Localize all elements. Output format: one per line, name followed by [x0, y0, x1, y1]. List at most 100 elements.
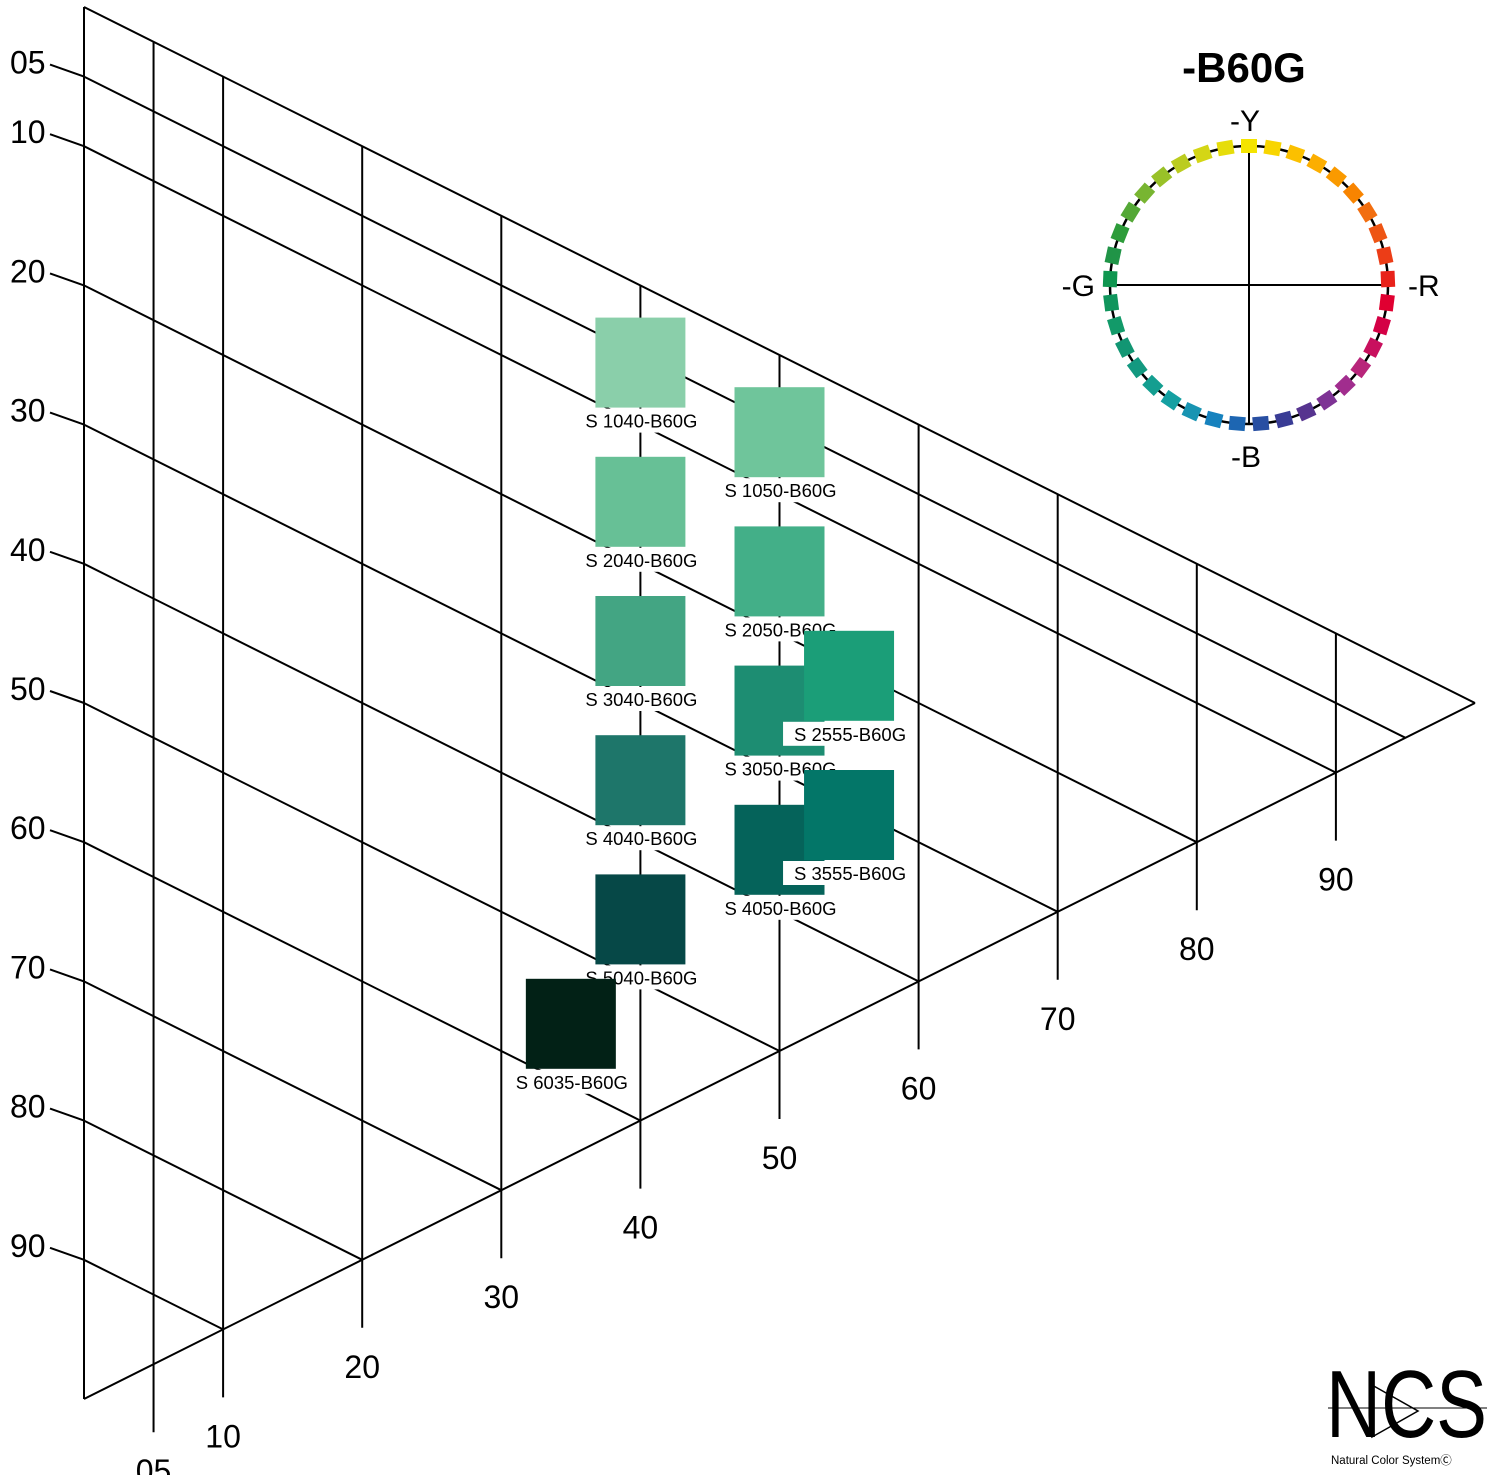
- ncs-logo-triangle-icon: [1371, 1383, 1420, 1439]
- swatch-label-bg: [574, 408, 707, 433]
- hue-label-green: -G: [1062, 270, 1095, 303]
- hue-mark: [1110, 223, 1130, 244]
- hue-mark: [1334, 374, 1356, 396]
- hue-label-yellow: -Y: [1230, 105, 1260, 138]
- hue-mark: [1252, 415, 1270, 432]
- swatch-label: S 6035-B60G: [516, 1072, 628, 1093]
- hue-mark: [1368, 223, 1388, 244]
- blackness-tick-60: [49, 829, 85, 844]
- blackness-line-30: [83, 423, 1059, 913]
- swatch-chip: [804, 630, 895, 721]
- hue-mark: [1120, 201, 1141, 223]
- swatch-label-bg: [574, 547, 707, 572]
- hue-mark: [1170, 153, 1192, 174]
- swatch-label: S 3040-B60G: [585, 689, 697, 710]
- hue-mark: [1181, 401, 1202, 422]
- swatch-chip: [595, 874, 686, 965]
- blackness-tick-30: [49, 411, 85, 426]
- swatch-s-1050-b60g: S 1050-B60G: [713, 387, 846, 503]
- chromaticness-label-05: 05: [136, 1453, 172, 1475]
- blackness-label-80: 80: [10, 1089, 46, 1125]
- blackness-label-05: 05: [10, 45, 46, 81]
- swatch-label-bg: [504, 1069, 637, 1094]
- hue-label-blue: -B: [1231, 441, 1261, 474]
- swatch-chip: [595, 456, 686, 547]
- swatch-chip: [734, 387, 825, 478]
- blackness-label-40: 40: [10, 532, 46, 568]
- hue-mark: [1378, 293, 1395, 312]
- swatch-chip: [525, 978, 616, 1069]
- blackness-line-10: [83, 145, 1337, 774]
- swatch-s-6035-b60g: S 6035-B60G: [504, 978, 637, 1094]
- hue-mark: [1350, 357, 1372, 379]
- hue-mark: [1376, 246, 1394, 266]
- swatch-s-5040-b60g: S 5040-B60G: [574, 874, 707, 990]
- blackness-label-30: 30: [10, 393, 46, 429]
- hue-mark: [1216, 139, 1235, 157]
- hue-mark: [1102, 270, 1118, 288]
- hue-mark: [1134, 182, 1156, 204]
- hue-mark: [1126, 357, 1148, 379]
- hue-mark: [1296, 401, 1317, 422]
- blackness-label-10: 10: [10, 114, 46, 150]
- swatch-label: S 2555-B60G: [794, 724, 906, 745]
- blackness-scale-labels: 05 10 20 30 40 50 60 70 80 90: [10, 45, 46, 1264]
- swatch-chip: [595, 735, 686, 826]
- swatch-s-2050-b60g: S 2050-B60G: [713, 526, 846, 642]
- blackness-label-20: 20: [10, 253, 46, 289]
- hue-mark: [1316, 389, 1338, 411]
- chromaticness-label-80: 80: [1179, 931, 1215, 967]
- chromaticness-label-10: 10: [205, 1418, 241, 1454]
- swatch-chip: [804, 770, 895, 860]
- hue-mark: [1274, 410, 1294, 429]
- chromaticness-label-70: 70: [1040, 1001, 1076, 1037]
- blackness-label-60: 60: [10, 810, 46, 846]
- swatch-s-3040-b60g: S 3040-B60G: [574, 596, 707, 711]
- hue-mark: [1306, 153, 1328, 174]
- hue-mark: [1342, 182, 1364, 204]
- swatch-s-3555-b60g: S 3555-B60G: [783, 770, 916, 885]
- blackness-tick-20: [49, 272, 85, 287]
- swatch-label-bg: [574, 687, 707, 711]
- hue-mark: [1285, 144, 1306, 164]
- swatch-s-2555-b60g: S 2555-B60G: [783, 630, 916, 746]
- blackness-line-70: [83, 980, 502, 1192]
- blackness-label-90: 90: [10, 1228, 46, 1264]
- hue-mark: [1103, 293, 1120, 312]
- swatch-chip: [595, 317, 686, 408]
- chromaticness-scale-labels: 05 10 20 30 40 50 60 70 80 90: [136, 862, 1354, 1475]
- blackness-tick-70: [49, 968, 85, 983]
- ncs-logo: NCS Natural Color SystemⒸ: [1326, 1351, 1487, 1467]
- swatch-label-bg: [574, 826, 707, 851]
- swatch-label-bg: [713, 478, 846, 503]
- swatch-label-bg: [713, 895, 846, 920]
- blackness-tick-5: [49, 63, 85, 78]
- chromaticness-label-40: 40: [623, 1210, 659, 1246]
- blackness-tick-10: [49, 133, 85, 148]
- hue-mark: [1107, 316, 1126, 336]
- hue-mark: [1151, 166, 1173, 188]
- hue-mark: [1142, 374, 1164, 396]
- hue-mark: [1263, 139, 1282, 157]
- swatch-label: S 4040-B60G: [585, 828, 697, 849]
- swatch-label: S 2040-B60G: [585, 550, 697, 571]
- hue-mark: [1325, 166, 1347, 188]
- swatch-s-1040-b60g: S 1040-B60G: [574, 317, 707, 433]
- swatch-s-4040-b60g: S 4040-B60G: [574, 735, 707, 851]
- swatch-s-2040-b60g: S 2040-B60G: [574, 456, 707, 572]
- ncs-logo-tagline: Natural Color SystemⒸ: [1331, 1454, 1452, 1467]
- blackness-line-90: [83, 1258, 224, 1331]
- hue-mark: [1241, 139, 1257, 153]
- chromaticness-label-60: 60: [901, 1070, 937, 1106]
- swatch-label-bg: [783, 861, 916, 885]
- hue-mark: [1192, 144, 1213, 164]
- blackness-tick-50: [49, 690, 85, 704]
- blackness-tick-90: [49, 1246, 85, 1261]
- hue-mark: [1363, 337, 1383, 358]
- hue-mark: [1380, 270, 1396, 288]
- swatch-label: S 3555-B60G: [794, 863, 906, 884]
- swatch-label-bg: [783, 721, 916, 746]
- hue-mark: [1104, 246, 1122, 266]
- hue-circle: -Y -R -B -G: [1062, 105, 1440, 474]
